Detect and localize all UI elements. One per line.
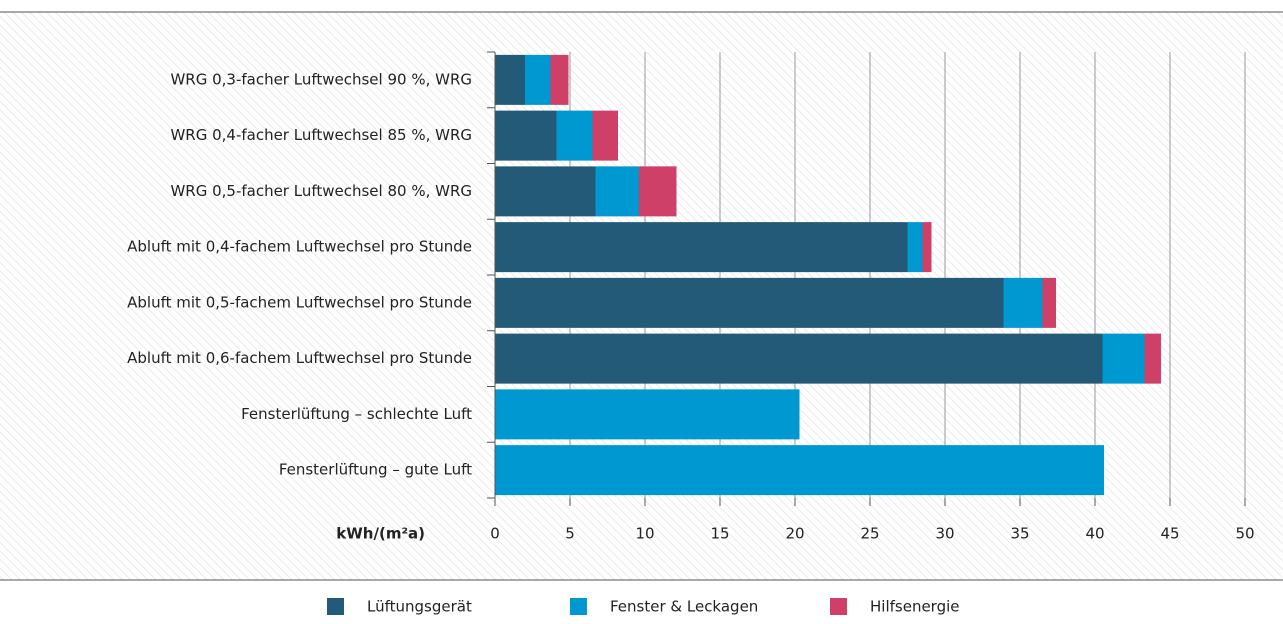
bar-segment bbox=[495, 166, 596, 217]
x-tick-label: 10 bbox=[635, 525, 654, 543]
bar-segment bbox=[1042, 277, 1056, 328]
bar-segment bbox=[1144, 333, 1161, 384]
x-tick-label: 50 bbox=[1235, 525, 1254, 543]
bar-segment bbox=[495, 110, 557, 161]
bar-segment bbox=[595, 166, 639, 217]
legend-swatch bbox=[570, 598, 587, 615]
bar-segment bbox=[592, 110, 618, 161]
y-tick-label: WRG 0,4-facher Luftwechsel 85 %, WRG bbox=[170, 126, 472, 144]
legend-label: Lüftungsgerät bbox=[367, 598, 472, 616]
x-tick-label: 40 bbox=[1085, 525, 1104, 543]
x-tick-label: 0 bbox=[490, 525, 500, 543]
y-tick-label: Abluft mit 0,5-fachem Luftwechsel pro St… bbox=[127, 293, 472, 311]
x-tick-label: 5 bbox=[565, 525, 575, 543]
x-tick-label: 15 bbox=[710, 525, 729, 543]
x-tick-label: 45 bbox=[1160, 525, 1179, 543]
bar-segment bbox=[1102, 333, 1145, 384]
legend-label: Hilfsenergie bbox=[870, 598, 960, 616]
y-tick-label: WRG 0,5-facher Luftwechsel 80 %, WRG bbox=[170, 182, 472, 200]
x-axis-label: kWh/(m²a) bbox=[336, 525, 425, 543]
bar-segment bbox=[495, 389, 800, 440]
bar-segment bbox=[550, 54, 569, 105]
x-tick-label: 30 bbox=[935, 525, 954, 543]
bar-segment bbox=[639, 166, 677, 217]
y-tick-label: Abluft mit 0,6-fachem Luftwechsel pro St… bbox=[127, 349, 472, 367]
y-tick-label: WRG 0,3-facher Luftwechsel 90 %, WRG bbox=[170, 70, 472, 88]
y-tick-label: Fensterlüftung – schlechte Luft bbox=[241, 405, 472, 423]
bar-segment bbox=[495, 333, 1103, 384]
bar-segment bbox=[495, 222, 908, 273]
y-tick-label: Abluft mit 0,4-fachem Luftwechsel pro St… bbox=[127, 238, 472, 256]
x-tick-label: 20 bbox=[785, 525, 804, 543]
bar-segment bbox=[907, 222, 923, 273]
bar-segment bbox=[495, 54, 525, 105]
legend-label: Fenster & Leckagen bbox=[610, 598, 758, 616]
x-tick-label: 35 bbox=[1010, 525, 1029, 543]
x-tick-label: 25 bbox=[860, 525, 879, 543]
bar-segment bbox=[495, 445, 1104, 496]
legend-swatch bbox=[327, 598, 344, 615]
bar-segment bbox=[495, 277, 1004, 328]
bar-segment bbox=[1003, 277, 1043, 328]
y-tick-label: Fensterlüftung – gute Luft bbox=[279, 461, 472, 479]
bar-segment bbox=[922, 222, 932, 273]
bar-segment bbox=[556, 110, 593, 161]
bar-segment bbox=[525, 54, 551, 105]
legend-swatch bbox=[830, 598, 847, 615]
